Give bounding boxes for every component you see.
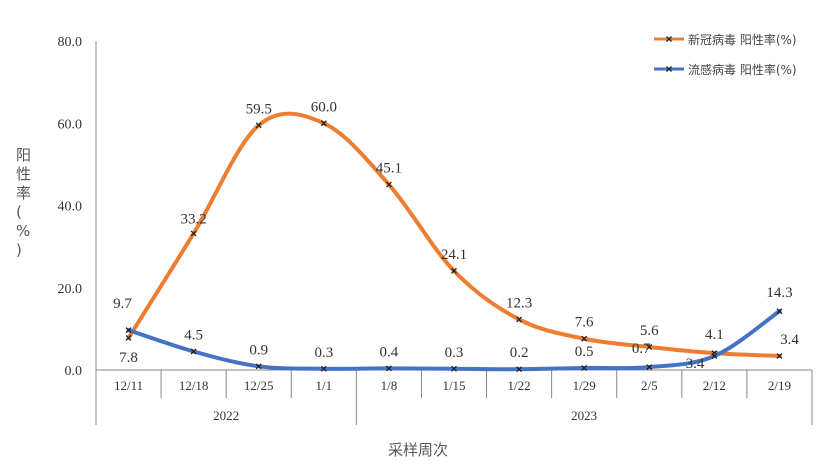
data-label: 5.6: [640, 323, 659, 339]
data-label: 0.9: [249, 342, 268, 358]
x-axis-title: 采样周次: [388, 441, 448, 459]
y-axis-title: 阳性率(%): [16, 146, 31, 259]
x-tick-label: 1/29: [573, 378, 596, 393]
data-point: [646, 364, 653, 371]
y-tick-label: 40.0: [58, 200, 83, 215]
data-label: 0.3: [314, 345, 333, 361]
y-tick-label: 20.0: [58, 282, 83, 297]
x-tick-label: 1/15: [442, 378, 465, 393]
data-point: [385, 365, 392, 372]
data-label: 59.5: [246, 101, 272, 117]
data-label: 4.5: [184, 327, 203, 343]
data-label: 0.2: [510, 345, 529, 361]
year-label: 2023: [571, 408, 597, 423]
data-label: 0.3: [445, 345, 464, 361]
x-tick-label: 12/18: [179, 378, 209, 393]
data-point: [516, 366, 523, 373]
data-label: 0.5: [575, 344, 594, 360]
data-point: [776, 353, 783, 359]
data-point: [190, 230, 197, 237]
data-label: 12.3: [506, 295, 532, 311]
legend-marker: [666, 66, 672, 72]
legend-label: 新冠病毒 阳性率(%): [688, 32, 797, 47]
data-point: [451, 365, 457, 372]
data-label: 7.6: [575, 315, 594, 331]
y-tick-label: 60.0: [58, 117, 83, 132]
data-point: [711, 353, 718, 359]
data-label: 4.1: [705, 327, 724, 343]
x-tick-label: 12/11: [114, 378, 143, 393]
data-label: 24.1: [441, 247, 467, 263]
data-point: [320, 120, 327, 127]
data-label: 33.2: [181, 211, 207, 227]
x-tick-label: 1/1: [316, 378, 333, 393]
data-point: [190, 348, 197, 355]
y-tick-label: 0.0: [65, 364, 83, 379]
data-point: [255, 363, 262, 370]
x-tick-label: 1/8: [381, 378, 398, 393]
year-label: 2022: [213, 408, 239, 423]
data-label: 7.8: [119, 350, 138, 366]
data-label: 3.4: [686, 356, 705, 372]
data-point: [451, 267, 457, 274]
data-point: [776, 308, 783, 315]
data-point: [125, 334, 132, 341]
legend-label: 流感病毒 阳性率(%): [688, 62, 797, 77]
data-point: [320, 365, 327, 372]
data-label: 9.7: [113, 296, 132, 312]
data-label: 3.4: [780, 332, 799, 348]
data-point: [646, 344, 653, 350]
data-point: [581, 364, 588, 371]
data-label: 0.7: [632, 341, 651, 357]
data-point: [385, 181, 392, 188]
data-label: 0.4: [380, 344, 399, 360]
data-label: 60.0: [311, 99, 337, 115]
data-point: [516, 316, 523, 323]
legend-marker: [666, 36, 672, 42]
data-label: 14.3: [766, 285, 792, 301]
x-tick-label: 2/5: [641, 378, 658, 393]
x-tick-label: 2/19: [768, 378, 791, 393]
data-point: [255, 122, 262, 129]
x-tick-label: 2/12: [703, 378, 726, 393]
data-point: [581, 335, 588, 342]
x-tick-label: 1/22: [508, 378, 531, 393]
x-tick-label: 12/25: [244, 378, 274, 393]
y-tick-label: 80.0: [58, 35, 83, 50]
series-line-0: [126, 111, 782, 359]
data-label: 45.1: [376, 161, 402, 177]
data-point: [125, 327, 132, 334]
